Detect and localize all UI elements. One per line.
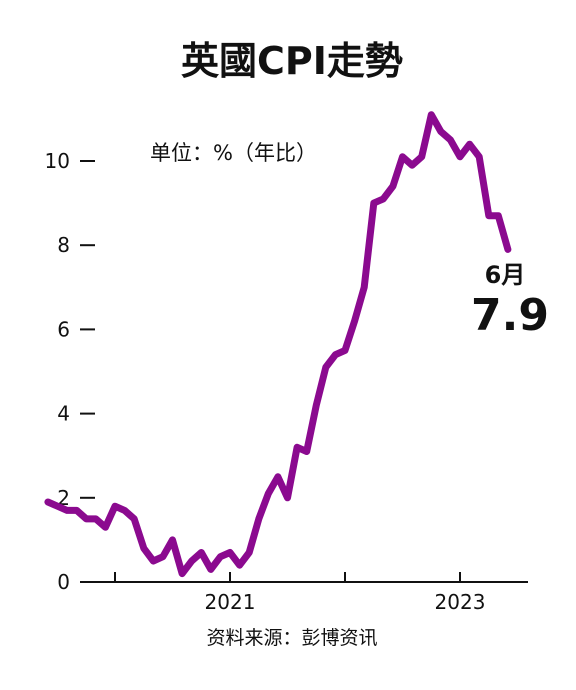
- annotation-month-label: 6月: [485, 261, 526, 289]
- annotation-value-label: 7.9: [471, 290, 549, 341]
- chart-title: 英國CPI走勢: [181, 39, 403, 83]
- y-tick-label: 6: [57, 317, 70, 341]
- source-label: 资料来源：彭博资讯: [206, 627, 377, 649]
- x-tick-label: 2023: [435, 590, 486, 614]
- unit-label: 单位：%（年比）: [150, 141, 317, 165]
- y-tick-label: 4: [57, 402, 70, 426]
- y-tick-label: 0: [57, 570, 70, 594]
- x-tick-label: 2021: [205, 590, 256, 614]
- x-axis: 2021 2023: [114, 572, 486, 614]
- series-line-uk-cpi: [44, 111, 512, 578]
- y-tick-label: 8: [57, 233, 70, 257]
- y-tick-label: 10: [45, 149, 70, 173]
